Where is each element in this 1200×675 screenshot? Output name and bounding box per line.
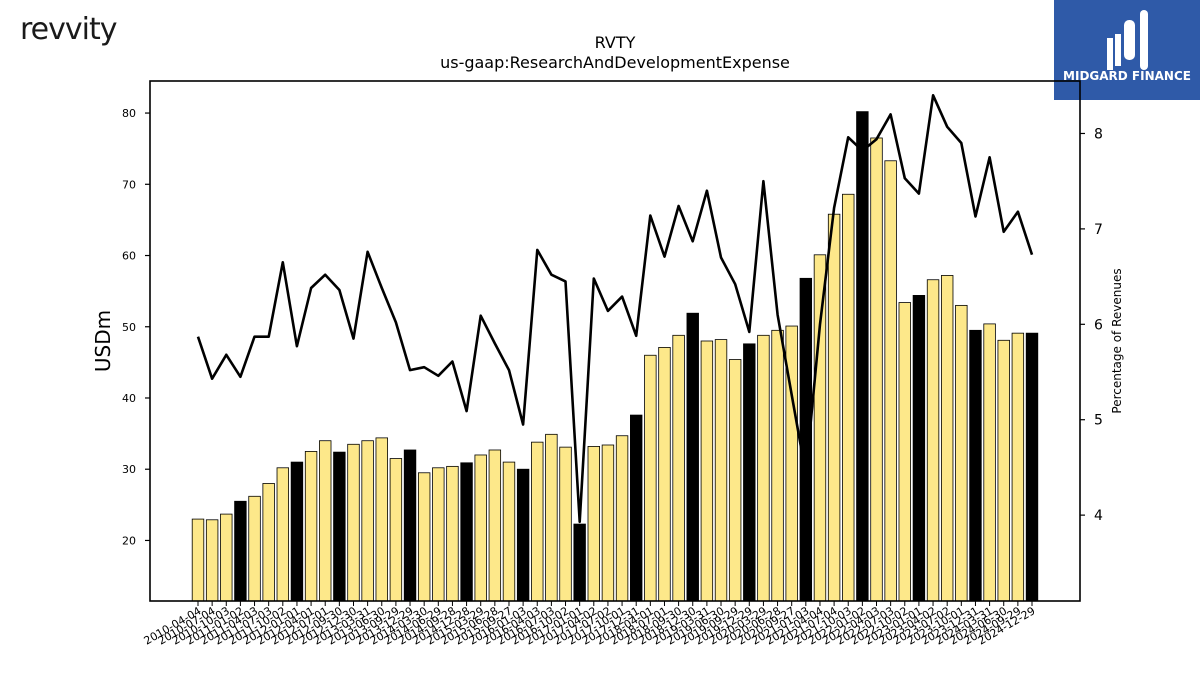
bar-2014-12-28	[460, 462, 473, 602]
bar-2021-04-04	[813, 254, 827, 602]
bar-2016-10-02	[559, 446, 572, 602]
bar-2019-09-29	[728, 359, 742, 602]
y-tick-label: 60	[122, 250, 136, 263]
bar-2024-09-29	[1011, 332, 1025, 602]
y2-tick-label: 8	[1094, 126, 1103, 142]
y2-tick-label: 4	[1094, 508, 1103, 524]
bar-2012-01-01	[290, 461, 304, 602]
bar-2012-09-30	[333, 451, 346, 602]
bar-2017-10-01	[615, 435, 629, 602]
bar-2014-03-30	[417, 472, 431, 602]
y2-axis-label: Percentage of Revenues	[1110, 268, 1124, 413]
bar-2019-03-31	[700, 340, 714, 602]
bar-2013-03-31	[361, 440, 374, 602]
bar-series	[191, 111, 1039, 602]
percentage-line	[196, 94, 1034, 524]
bar-2018-09-30	[672, 334, 685, 602]
bar-2018-12-30	[686, 312, 699, 602]
bar-2016-04-03	[531, 441, 544, 602]
bar-2013-06-30	[375, 437, 388, 602]
bar-2010-07-04	[205, 519, 219, 602]
percentage-line-series	[196, 94, 1034, 524]
bar-2017-01-01	[573, 523, 586, 602]
bar-2023-12-31	[969, 329, 982, 602]
bar-2024-12-29	[1025, 332, 1039, 602]
bar-2011-04-03	[248, 495, 261, 602]
bar-2022-07-03	[884, 160, 897, 602]
left-y-axis: 20 30 40 50 60 70 80	[122, 107, 150, 547]
bar-2011-01-02	[234, 500, 247, 602]
chart-title: RVTY	[595, 33, 636, 52]
bar-2013-09-29	[389, 458, 403, 602]
y-axis-label: USDm	[91, 310, 115, 372]
bar-2015-06-28	[488, 449, 502, 602]
brand-name: MIDGARD FINANCE	[1063, 69, 1191, 83]
bar-2012-12-30	[347, 443, 360, 602]
brand-logo: MIDGARD FINANCE	[1054, 0, 1200, 100]
y-tick-label: 70	[122, 178, 136, 191]
bar-2015-09-27	[502, 461, 516, 602]
y2-tick-label: 7	[1094, 222, 1103, 238]
y-tick-label: 30	[122, 463, 136, 476]
right-y-axis: 4 5 6 7 8	[1080, 126, 1103, 524]
bar-2022-10-02	[898, 302, 911, 602]
y2-tick-label: 5	[1094, 413, 1103, 429]
bar-2012-07-01	[319, 440, 332, 602]
y-tick-label: 80	[122, 107, 136, 120]
bar-2011-07-03	[262, 483, 275, 602]
bar-2017-12-31	[630, 414, 643, 602]
bar-2022-04-03	[870, 137, 883, 602]
x-axis: 2010-04-042010-07-042010-10-032011-01-02…	[142, 601, 1038, 648]
brand-mark-icon	[1107, 10, 1148, 72]
bar-2017-07-02	[601, 444, 615, 602]
bar-2014-09-28	[446, 465, 459, 602]
bar-2012-04-01	[304, 451, 318, 602]
plot-frame	[149, 80, 1081, 602]
bar-2024-03-31	[983, 323, 996, 602]
bar-2018-07-01	[658, 347, 671, 602]
bar-2016-01-03	[516, 468, 530, 602]
bar-2021-10-03	[842, 193, 855, 602]
bar-2020-06-28	[771, 329, 784, 602]
bar-2023-10-01	[955, 304, 968, 602]
bar-2018-04-01	[644, 354, 657, 602]
y2-tick-label: 6	[1094, 317, 1103, 333]
bar-2016-07-03	[545, 433, 558, 602]
bar-2013-12-29	[403, 449, 417, 602]
y-tick-label: 20	[122, 534, 136, 547]
bar-2014-06-29	[432, 467, 445, 602]
bar-2023-04-02	[926, 279, 940, 602]
bar-2019-12-29	[743, 343, 756, 602]
bar-2020-03-29	[757, 334, 770, 602]
bar-2019-06-30	[714, 339, 728, 602]
bar-2024-06-30	[997, 339, 1010, 602]
y-tick-label: 50	[122, 321, 136, 334]
chart-subtitle: us-gaap:ResearchAndDevelopmentExpense	[440, 53, 790, 72]
bar-2023-01-01	[912, 295, 926, 602]
bar-2017-04-02	[587, 446, 600, 602]
company-logo: revvity	[20, 12, 117, 47]
bar-2011-10-02	[276, 467, 290, 602]
bar-2022-01-02	[856, 111, 869, 602]
bar-2015-03-29	[474, 454, 487, 602]
y-tick-label: 40	[122, 392, 136, 405]
bar-2010-04-04	[191, 518, 205, 602]
bar-2010-10-03	[220, 513, 233, 602]
bar-2021-07-04	[827, 213, 841, 602]
bar-2023-07-02	[940, 275, 954, 602]
